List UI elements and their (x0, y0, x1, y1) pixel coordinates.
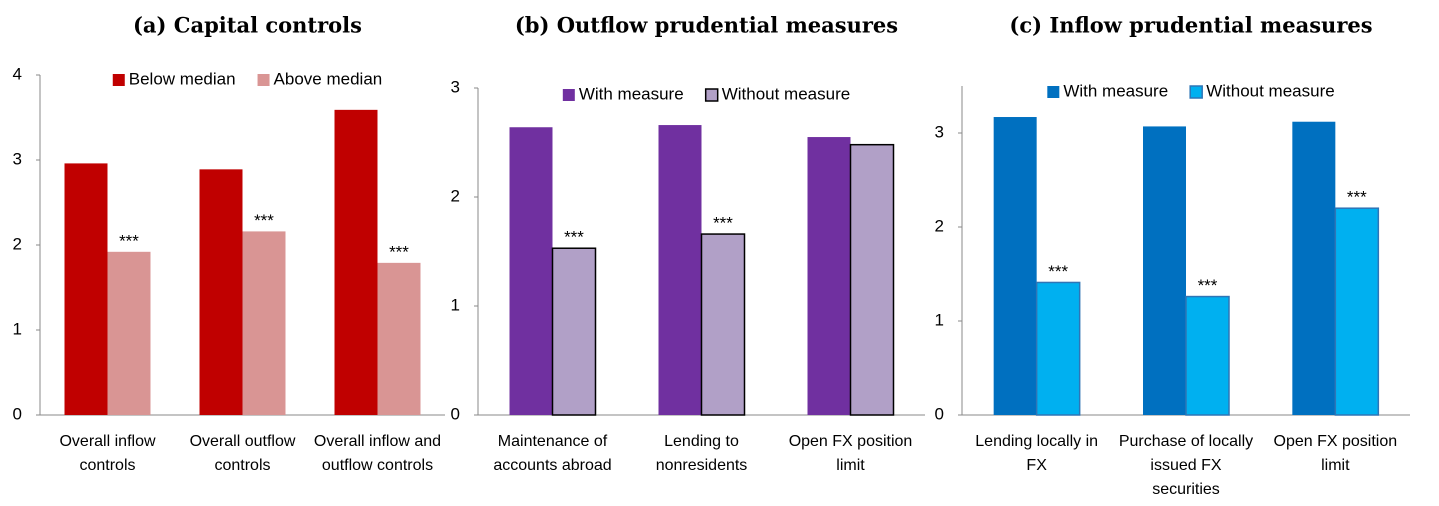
bar (1292, 121, 1336, 415)
legend-label: Above median (274, 69, 383, 88)
bar (242, 231, 286, 415)
bar (1334, 207, 1380, 416)
y-tick-label: 3 (451, 77, 460, 96)
bar (334, 109, 378, 415)
y-tick-label: 4 (13, 64, 22, 83)
legend-label: Without measure (722, 84, 851, 103)
bar (199, 169, 243, 415)
legend-label: With measure (579, 84, 684, 103)
chart-title: (b) Outflow prudential measures (515, 13, 898, 38)
bar (658, 125, 702, 415)
bar (993, 117, 1037, 416)
x-tick-label: Lending locally in FX (975, 433, 1099, 474)
annotation: *** (564, 228, 584, 247)
x-tick-label: Open FX position limit (1273, 433, 1398, 474)
y-tick-label: 0 (13, 404, 22, 423)
y-tick-label: 1 (935, 310, 944, 329)
legend-label: Without measure (1206, 81, 1335, 100)
bar (64, 163, 108, 415)
x-tick-label: Open FX position limit (788, 433, 913, 474)
legend-label: With measure (1063, 81, 1168, 100)
y-tick-label: 2 (451, 186, 460, 205)
x-tick-label: Overall inflow controls (59, 433, 156, 474)
annotation: *** (1048, 262, 1068, 281)
bar (377, 262, 421, 415)
bar (509, 127, 553, 416)
y-tick-label: 1 (13, 319, 22, 338)
y-tick-label: 0 (451, 404, 460, 423)
legend-swatch (1047, 86, 1060, 98)
y-tick-label: 0 (935, 404, 944, 423)
legend-swatch (112, 74, 125, 86)
legend-swatch (562, 89, 575, 101)
bar (807, 137, 851, 416)
bar (1143, 126, 1186, 416)
x-tick-label: Overall inflow and outflow controls (313, 433, 442, 474)
y-tick-label: 3 (13, 149, 22, 168)
x-tick-label: Overall outflow controls (189, 433, 296, 474)
annotation: *** (119, 231, 139, 250)
y-tick-label: 1 (451, 295, 460, 314)
y-tick-label: 3 (935, 122, 944, 141)
bar (551, 247, 597, 416)
bar (1035, 281, 1081, 416)
y-tick-label: 2 (935, 216, 944, 235)
annotation: *** (389, 242, 409, 261)
legend-label: Below median (129, 69, 236, 88)
legend-swatch (257, 74, 270, 86)
x-tick-label: Maintenance of accounts abroad (493, 433, 612, 474)
x-tick-label: Lending to nonresidents (655, 433, 748, 474)
chart-title: (c) Inflow prudential measures (1009, 13, 1372, 38)
annotation: *** (713, 214, 733, 233)
legend-swatch (704, 88, 719, 102)
annotation: *** (1347, 188, 1367, 207)
bar (849, 143, 895, 416)
legend-swatch (1189, 85, 1203, 99)
annotation: *** (254, 211, 274, 230)
bar (700, 233, 746, 416)
y-tick-label: 2 (13, 234, 22, 253)
annotation: *** (1198, 276, 1218, 295)
bar (1185, 295, 1230, 416)
x-tick-label: Purchase of locally issued FX securities (1118, 433, 1254, 498)
chart-title: (a) Capital controls (133, 13, 362, 38)
bar (107, 251, 151, 415)
